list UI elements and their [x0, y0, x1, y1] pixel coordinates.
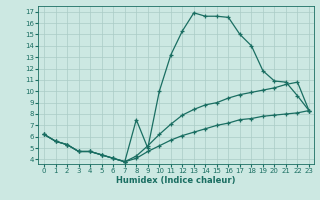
X-axis label: Humidex (Indice chaleur): Humidex (Indice chaleur) — [116, 176, 236, 185]
